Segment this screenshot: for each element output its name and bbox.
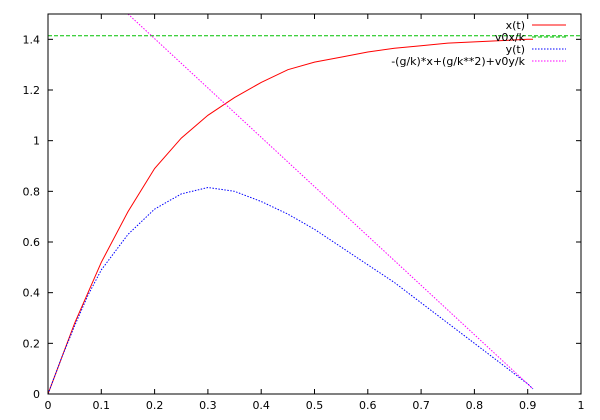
legend: x(t)v0x/ky(t)-(g/k)*x+(g/k**2)+v0y/k [391, 19, 566, 68]
series-line-1 [48, 38, 533, 394]
y-tick-label: 1 [33, 135, 40, 148]
y-tick-label: 1.2 [23, 84, 41, 97]
y-tick-label: 1.4 [23, 33, 41, 46]
x-tick-label: 1 [578, 399, 585, 412]
x-tick-label: 0.2 [146, 399, 164, 412]
y-tick-label: 0.8 [23, 185, 41, 198]
plot-frame [47, 13, 582, 395]
x-tick-label: 0.1 [93, 399, 111, 412]
x-tick-label: 0.8 [466, 399, 484, 412]
x-tick-label: 0 [45, 399, 52, 412]
series-line-3 [48, 186, 534, 394]
legend-label-2: v0x/k [495, 31, 526, 44]
x-tick-label: 0.7 [412, 399, 430, 412]
x-tick-label: 0.9 [519, 399, 537, 412]
legend-label-1: x(t) [506, 19, 525, 32]
series-line-4 [127, 14, 534, 390]
x-tick-label: 0.6 [359, 399, 377, 412]
legend-label-4: -(g/k)*x+(g/k**2)+v0y/k [391, 55, 525, 68]
x-tick-label: 0.4 [252, 399, 270, 412]
x-tick-label: 0.5 [306, 399, 324, 412]
y-tick-label: 0.6 [23, 236, 41, 249]
series-layer [48, 14, 581, 394]
tick-layer: 0 0.1 0.2 0.3 0.4 0.5 0.6 0.7 0.8 0.9 1 0 0.2 0.4 0.6 0… [23, 14, 585, 412]
x-tick-label: 0.3 [199, 399, 217, 412]
y-tick-label: 0.4 [23, 287, 41, 300]
legend-label-3: y(t) [506, 43, 525, 56]
y-tick-label: 0 [33, 388, 40, 401]
y-tick-label: 0.2 [23, 337, 41, 350]
